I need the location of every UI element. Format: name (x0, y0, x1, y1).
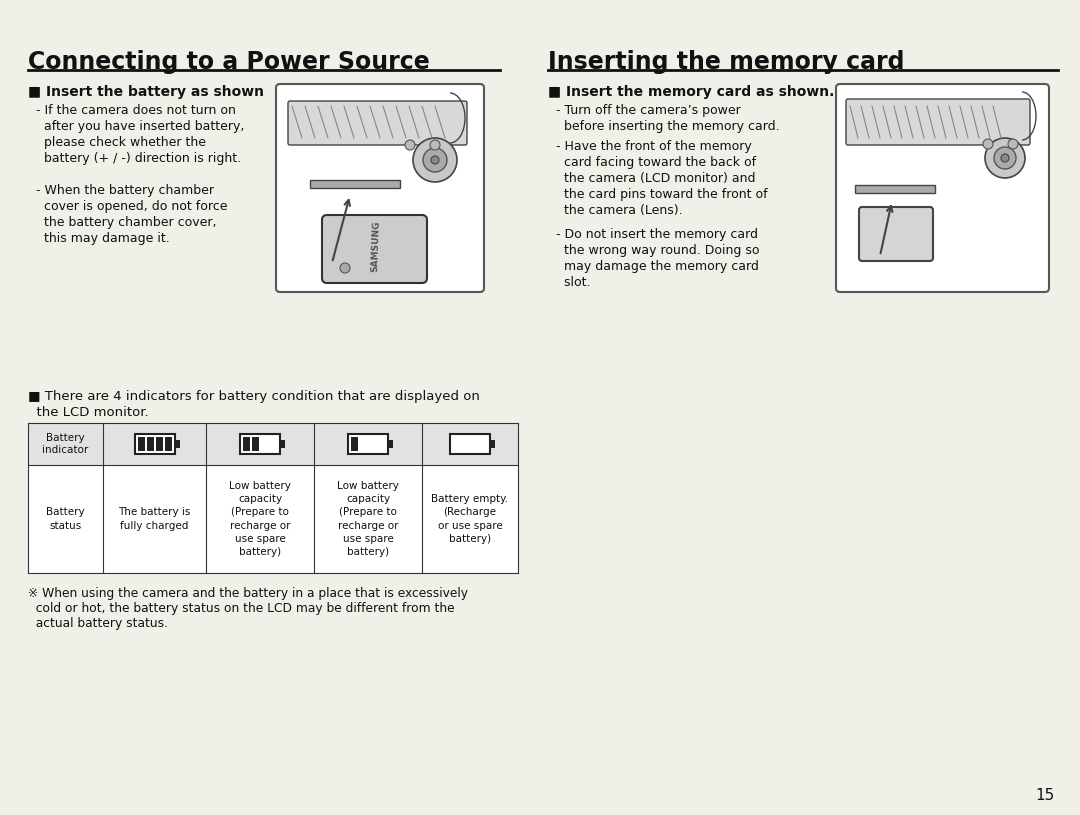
FancyBboxPatch shape (288, 101, 467, 145)
FancyBboxPatch shape (836, 84, 1049, 292)
Bar (175, 440, 179, 448)
Text: ■ Insert the memory card as shown.: ■ Insert the memory card as shown. (548, 85, 835, 99)
Text: after you have inserted battery,: after you have inserted battery, (36, 120, 244, 133)
Text: slot.: slot. (556, 276, 591, 289)
Text: the card pins toward the front of: the card pins toward the front of (556, 188, 768, 201)
FancyBboxPatch shape (859, 207, 933, 261)
Bar (351, 437, 357, 451)
Bar (252, 437, 259, 451)
Text: ■ There are 4 indicators for battery condition that are displayed on: ■ There are 4 indicators for battery con… (28, 390, 480, 403)
Text: Connecting to a Power Source: Connecting to a Power Source (28, 50, 430, 74)
Text: - If the camera does not turn on: - If the camera does not turn on (36, 104, 235, 117)
Text: battery (+ / -) direction is right.: battery (+ / -) direction is right. (36, 152, 241, 165)
FancyBboxPatch shape (276, 84, 484, 292)
Circle shape (413, 138, 457, 182)
Bar (28, 465, 518, 573)
Text: The battery is
fully charged: The battery is fully charged (119, 508, 191, 531)
Text: the camera (Lens).: the camera (Lens). (556, 204, 683, 217)
Text: 15: 15 (1036, 787, 1055, 803)
Text: - Turn off the camera’s power: - Turn off the camera’s power (556, 104, 741, 117)
Circle shape (994, 147, 1016, 169)
Text: Battery
indicator: Battery indicator (42, 433, 89, 456)
Circle shape (431, 156, 438, 164)
Bar (280, 440, 285, 448)
Text: Low battery
capacity
(Prepare to
recharge or
use spare
battery): Low battery capacity (Prepare to recharg… (229, 481, 291, 557)
Text: cold or hot, the battery status on the LCD may be different from the: cold or hot, the battery status on the L… (28, 602, 455, 615)
Text: card facing toward the back of: card facing toward the back of (556, 156, 756, 169)
Text: ■ Insert the battery as shown: ■ Insert the battery as shown (28, 85, 264, 99)
Text: this may damage it.: this may damage it. (36, 232, 170, 245)
Circle shape (430, 140, 440, 150)
Text: - Have the front of the memory: - Have the front of the memory (556, 140, 752, 153)
Bar (388, 440, 393, 448)
Text: the wrong way round. Doing so: the wrong way round. Doing so (556, 244, 759, 257)
Bar (855, 185, 935, 193)
Circle shape (1001, 154, 1009, 162)
Bar (490, 440, 495, 448)
Circle shape (423, 148, 447, 172)
Bar (147, 437, 153, 451)
Text: - When the battery chamber: - When the battery chamber (36, 184, 214, 197)
Text: Battery empty.
(Recharge
or use spare
battery): Battery empty. (Recharge or use spare ba… (431, 494, 509, 544)
Bar (135, 434, 175, 454)
Text: please check whether the: please check whether the (36, 136, 206, 149)
Text: cover is opened, do not force: cover is opened, do not force (36, 200, 228, 213)
Bar (240, 434, 280, 454)
Circle shape (405, 140, 415, 150)
Text: Inserting the memory card: Inserting the memory card (548, 50, 905, 74)
Text: the camera (LCD monitor) and: the camera (LCD monitor) and (556, 172, 756, 185)
Bar (164, 437, 172, 451)
FancyBboxPatch shape (846, 99, 1030, 145)
Circle shape (1008, 139, 1018, 149)
Text: may damage the memory card: may damage the memory card (556, 260, 759, 273)
Text: the battery chamber cover,: the battery chamber cover, (36, 216, 216, 229)
Bar (310, 180, 400, 188)
Text: Battery
status: Battery status (46, 508, 85, 531)
Bar (348, 434, 388, 454)
Text: ※ When using the camera and the battery in a place that is excessively: ※ When using the camera and the battery … (28, 587, 468, 600)
Bar (156, 437, 162, 451)
Text: SAMSUNG: SAMSUNG (370, 220, 381, 272)
Text: - Do not insert the memory card: - Do not insert the memory card (556, 228, 758, 241)
Circle shape (985, 138, 1025, 178)
FancyBboxPatch shape (322, 215, 427, 283)
Text: the LCD monitor.: the LCD monitor. (28, 406, 149, 419)
Circle shape (983, 139, 993, 149)
Bar (28, 423, 518, 465)
Text: actual battery status.: actual battery status. (28, 617, 168, 630)
Circle shape (340, 263, 350, 273)
Bar (137, 437, 145, 451)
Bar (243, 437, 249, 451)
Text: before inserting the memory card.: before inserting the memory card. (556, 120, 780, 133)
Text: Low battery
capacity
(Prepare to
recharge or
use spare
battery): Low battery capacity (Prepare to recharg… (337, 481, 399, 557)
Bar (450, 434, 490, 454)
